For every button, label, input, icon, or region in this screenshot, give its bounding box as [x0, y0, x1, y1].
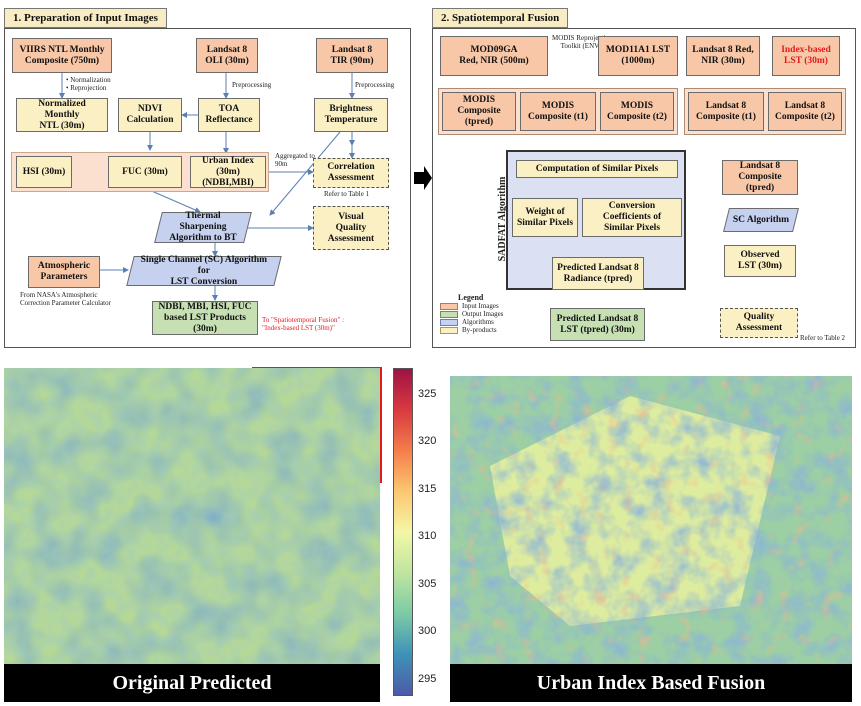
colorbar-tick: 300 [418, 625, 437, 637]
landsat-red-nir-box: Landsat 8 Red, NIR (30m) [686, 36, 760, 76]
quality-assessment-box: Quality Assessment [720, 308, 798, 338]
panel-title-preparation: 1. Preparation of Input Images [4, 8, 167, 28]
colorbar-tick: 305 [418, 578, 437, 590]
thermal-sharpening-box: Thermal Sharpening Algorithm to BT [154, 211, 252, 243]
landsat-composite-t1: Landsat 8 Composite (t1) [688, 92, 764, 131]
colorbar-tick: 325 [418, 388, 437, 400]
ndvi-box: NDVI Calculation [118, 98, 182, 132]
preprocessing-note-1: Preprocessing [232, 81, 272, 89]
normalized-ntl-box: Normalized Monthly NTL (30m) [16, 98, 108, 132]
viirs-ntl-box: VIIRS NTL Monthly Composite (750m) [12, 38, 112, 73]
fuc-box: FUC (30m) [108, 156, 182, 188]
index-based-lst-box: Index-based LST (30m) [772, 36, 840, 76]
sadfat-label: SADFAT Algorithm [497, 176, 508, 262]
panel-arrow [414, 166, 432, 190]
legend-byproducts: By-products [462, 326, 497, 334]
colorbar-tick: 310 [418, 530, 437, 542]
correlation-box: Correlation Assessment [313, 158, 389, 188]
panel-title-fusion: 2. Spatiotemporal Fusion [432, 8, 569, 28]
original-map-image [4, 368, 380, 664]
legend-algorithms: Algorithms [462, 318, 494, 326]
predicted-radiance-box: Predicted Landsat 8 Radiance (tpred) [552, 257, 644, 290]
legend-input: Input Images [462, 302, 499, 310]
legend: Legend Input Images Output Images Algori… [440, 294, 530, 334]
lst-products-box: NDBI, MBI, HSI, FUC based LST Products (… [152, 301, 258, 335]
conversion-coeff-box: Conversion Coefficients of Similar Pixel… [582, 198, 682, 237]
sc-algorithm-2-label: SC Algorithm [732, 214, 790, 225]
normalization-note: • Normalization • Reprojection [66, 76, 111, 92]
refer-table-2: Refer to Table 2 [800, 334, 846, 342]
mod11a1-box: MOD11A1 LST (1000m) [598, 36, 678, 76]
preprocessing-note-2: Preprocessing [355, 81, 395, 89]
sc-algorithm-box: Single Channel (SC) Algorithm for LST Co… [126, 254, 282, 287]
landsat-composite-tpred: Landsat 8 Composite (tpred) [722, 160, 798, 195]
landsat-tir-box: Landsat 8 TIR (90m) [316, 38, 388, 73]
legend-item: Output Images [440, 310, 530, 318]
similar-pixels-box: Computation of Similar Pixels [516, 160, 678, 178]
colorbar [393, 368, 413, 696]
legend-title: Legend [458, 293, 484, 302]
colorbar-tick: 320 [418, 435, 437, 447]
visual-quality-box: Visual Quality Assessment [313, 206, 389, 250]
reprojection-note: MODIS Reprojection Toolkit (ENVI) [552, 34, 613, 50]
urban-index-fusion-caption: Urban Index Based Fusion [450, 664, 852, 702]
legend-output: Output Images [462, 310, 504, 318]
legend-item: By-products [440, 326, 530, 334]
to-fusion-note: To "Spatiotemporal Fusion" : "Index-base… [262, 316, 345, 332]
modis-composite-tpred: MODIS Composite (tpred) [442, 92, 516, 131]
predicted-lst-box: Predicted Landsat 8 LST (tpred) (30m) [550, 308, 645, 341]
observed-lst-box: Observed LST (30m) [724, 245, 796, 277]
landsat-composite-t2: Landsat 8 Composite (t2) [768, 92, 842, 131]
atmospheric-note: From NASA's Atmospheric Correction Param… [20, 291, 111, 307]
sc-algorithm-label: Single Channel (SC) Algorithm for LST Co… [140, 254, 268, 287]
landsat-oli-box: Landsat 8 OLI (30m) [196, 38, 258, 73]
original-predicted-caption: Original Predicted [4, 664, 380, 702]
sc-algorithm-2-box: SC Algorithm [723, 208, 799, 232]
modis-composite-t2: MODIS Composite (t2) [600, 92, 674, 131]
urban-index-box: Urban Index (30m) (NDBI,MBI) [190, 156, 266, 188]
refer-table-1: Refer to Table 1 [324, 190, 370, 198]
colorbar-tick: 315 [418, 483, 437, 495]
atmospheric-box: Atmospheric Parameters [28, 256, 100, 288]
thermal-sharpening-label: Thermal Sharpening Algorithm to BT [169, 211, 237, 243]
mod09ga-box: MOD09GA Red, NIR (500m) [440, 36, 548, 76]
toa-box: TOA Reflectance [198, 98, 260, 132]
modis-composite-t1: MODIS Composite (t1) [520, 92, 596, 131]
aggregated-note: Aggregated to 90m [275, 152, 315, 168]
legend-item: Input Images [440, 302, 530, 310]
urban-index-fusion-map [450, 376, 852, 664]
brightness-box: Brightness Temperature [314, 98, 388, 132]
legend-item: Algorithms [440, 318, 530, 326]
original-predicted-map [4, 368, 380, 664]
weight-pixels-box: Weight of Similar Pixels [512, 198, 578, 237]
fusion-map-image [450, 376, 852, 664]
hsi-box: HSI (30m) [16, 156, 72, 188]
colorbar-tick: 295 [418, 673, 437, 685]
